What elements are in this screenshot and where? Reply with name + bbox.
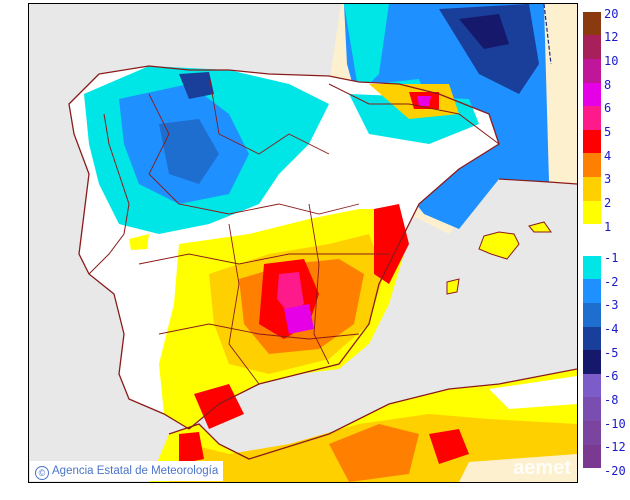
copyright-credit: © Agencia Estatal de Meteorología: [30, 461, 224, 481]
legend-swatch-10: [583, 59, 601, 83]
credit-text: Agencia Estatal de Meteorología: [52, 465, 219, 477]
legend-swatch-12: [583, 35, 601, 59]
legend-swatch-neg3: [583, 303, 601, 327]
legend-swatch-5: [583, 130, 601, 153]
legend-label: -8: [604, 393, 619, 407]
legend-label: -3: [604, 298, 619, 312]
legend-label: 8: [604, 78, 612, 92]
color-legend: 20 12 10 8 6 5 4 3 2 1 -1 -2 -3 -4 -5 -6…: [583, 0, 630, 500]
legend-swatch-neg6: [583, 374, 601, 397]
legend-swatch-4: [583, 153, 601, 177]
legend-label: 20: [604, 7, 619, 21]
aemet-watermark: aemet: [513, 457, 571, 479]
legend-label: 5: [604, 125, 612, 139]
legend-swatch-neg4: [583, 327, 601, 350]
legend-label: 12: [604, 30, 619, 44]
legend-label: 1: [604, 220, 612, 234]
legend-swatch-neg12: [583, 445, 601, 468]
legend-label: -20: [604, 464, 626, 478]
legend-swatch-neg2: [583, 279, 601, 303]
legend-label: 6: [604, 101, 612, 115]
legend-swatch-20: [583, 12, 601, 35]
legend-swatch-neg10: [583, 421, 601, 445]
legend-label: -4: [604, 322, 619, 336]
legend-label: -1: [604, 251, 619, 265]
legend-label: -2: [604, 275, 619, 289]
legend-label: -5: [604, 346, 619, 360]
legend-swatch-6: [583, 106, 601, 130]
copyright-icon: ©: [35, 466, 49, 480]
legend-label: 2: [604, 196, 612, 210]
legend-label: 3: [604, 172, 612, 186]
temperature-anomaly-map: [68, 4, 577, 482]
legend-swatch-2: [583, 201, 601, 224]
legend-swatch-neg8: [583, 397, 601, 421]
legend-label: 10: [604, 54, 619, 68]
legend-label: -6: [604, 369, 619, 383]
legend-swatch-3: [583, 177, 601, 201]
legend-label: 4: [604, 149, 612, 163]
legend-label: -10: [604, 417, 626, 431]
legend-swatch-neg1: [583, 256, 601, 279]
legend-swatch-8: [583, 83, 601, 106]
map-frame: © Agencia Estatal de Meteorología aemet: [28, 3, 578, 483]
legend-swatch-neg5: [583, 350, 601, 374]
legend-label: -12: [604, 440, 626, 454]
